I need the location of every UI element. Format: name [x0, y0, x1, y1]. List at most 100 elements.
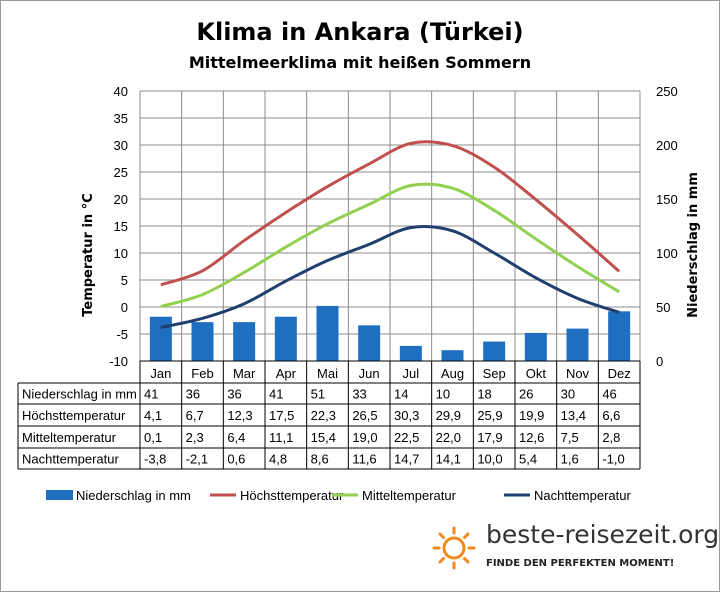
month-label: Mai	[317, 366, 338, 381]
site-logo: beste-reisezeit.org FINDE DEN PERFEKTEN …	[428, 520, 720, 580]
table-cell: 22,3	[311, 408, 336, 423]
y-tick-label: 40	[114, 84, 128, 99]
precip-bar	[441, 350, 464, 361]
row-label: Mitteltemperatur	[22, 430, 117, 445]
table-cell: 26	[519, 387, 533, 402]
table-cell: 1,6	[561, 452, 579, 467]
table-cell: 5,4	[519, 452, 537, 467]
table-cell: 22,5	[394, 430, 419, 445]
y-tick-label: 30	[114, 138, 128, 153]
table-cell: 2,3	[186, 430, 204, 445]
logo-tagline: FINDE DEN PERFEKTEN MOMENT!	[486, 558, 675, 569]
y-tick-label: 10	[114, 246, 128, 261]
table-cell: 8,6	[311, 452, 329, 467]
table-cell: 0,1	[144, 430, 162, 445]
table-cell: 15,4	[311, 430, 336, 445]
table-cell: 10,0	[477, 452, 502, 467]
table-cell: 25,9	[477, 408, 502, 423]
legend-label: Niederschlag in mm	[76, 488, 191, 503]
table-cell: 4,8	[269, 452, 287, 467]
table-cell: -1,0	[602, 452, 624, 467]
legend-label: Mitteltemperatur	[362, 488, 457, 503]
month-label: Nov	[566, 366, 590, 381]
table-cell: 6,4	[227, 430, 245, 445]
precip-bar	[399, 345, 422, 361]
y2-tick-label: 200	[656, 138, 678, 153]
table-cell: 22,0	[436, 430, 461, 445]
y2-tick-label: 100	[656, 246, 678, 261]
table-cell: 11,1	[269, 430, 293, 445]
y-tick-label: 15	[114, 219, 128, 234]
right-axis-label: Niederschlag in mm	[686, 172, 701, 318]
y-tick-label: 20	[114, 192, 128, 207]
sun-icon	[432, 526, 476, 570]
grid	[139, 90, 641, 362]
table-cell: 29,9	[436, 408, 461, 423]
precip-bar	[483, 341, 506, 361]
table-cell: -3,8	[144, 452, 166, 467]
y-tick-label: 25	[114, 165, 128, 180]
data-table: Jan Feb Mar Apr Mai Jun Jul Aug Sep Okt Nov Dez Nied…	[17, 360, 641, 470]
y-tick-label: 0	[121, 300, 128, 315]
y2-tick-label: 0	[656, 354, 663, 369]
precip-bar	[191, 322, 214, 361]
row-label: Nachttemperatur	[22, 452, 119, 467]
precip-bar	[524, 332, 547, 361]
temperature-lines	[160, 140, 621, 329]
table-cell: 0,6	[227, 452, 245, 467]
legend-label: Nachttemperatur	[534, 488, 631, 503]
month-label: Dez	[608, 366, 631, 381]
chart-title: Klima in Ankara (Türkei)	[196, 18, 524, 46]
table-cell: 10	[436, 387, 450, 402]
month-label: Sep	[483, 366, 506, 381]
table-cell: 33	[352, 387, 366, 402]
month-label: Jul	[403, 366, 420, 381]
table-cell: 12,6	[519, 430, 544, 445]
table-cell: 7,5	[561, 430, 579, 445]
y2-tick-label: 250	[656, 84, 678, 99]
temp-line-1	[160, 182, 620, 308]
precip-bars	[149, 305, 631, 361]
table-cell: 51	[311, 387, 325, 402]
month-label: Mar	[233, 366, 256, 381]
table-cell: 19,0	[352, 430, 377, 445]
precip-bar	[316, 305, 339, 361]
precip-bar	[274, 316, 297, 361]
table-cell: 6,6	[602, 408, 620, 423]
table-cell: 30	[561, 387, 575, 402]
table-cell: 6,7	[186, 408, 204, 423]
table-cell: 11,6	[352, 452, 376, 467]
left-axis-label: Temperatur in °C	[81, 193, 96, 317]
precip-bar	[233, 322, 256, 361]
precip-bar	[149, 316, 172, 361]
row-label: Niederschlag in mm	[22, 387, 137, 402]
table-cell: 19,9	[519, 408, 544, 423]
y-tick-label: -10	[109, 354, 128, 369]
y-tick-label: -5	[116, 327, 128, 342]
table-cell: 17,9	[477, 430, 502, 445]
table-cell: 14	[394, 387, 408, 402]
precip-bar	[608, 311, 631, 361]
row-label: Höchsttemperatur	[22, 408, 126, 423]
table-cell: 30,3	[394, 408, 419, 423]
table-cell: 41	[269, 387, 283, 402]
table-cell: 13,4	[561, 408, 586, 423]
table-cell: 14,7	[394, 452, 419, 467]
legend: Niederschlag in mm Höchsttemperatur Mittel…	[46, 488, 631, 503]
month-label: Apr	[276, 366, 297, 381]
month-label: Aug	[441, 366, 464, 381]
table-cell: -2,1	[186, 452, 208, 467]
temp-line-2	[160, 225, 620, 329]
logo-name: beste-reisezeit.org	[486, 520, 720, 549]
table-cell: 18	[477, 387, 491, 402]
month-label: Okt	[526, 366, 547, 381]
y-tick-label: 5	[121, 273, 128, 288]
table-cell: 26,5	[352, 408, 377, 423]
chart-subtitle: Mittelmeerklima mit heißen Sommern	[188, 53, 532, 72]
precip-bar	[566, 328, 589, 361]
table-cell: 41	[144, 387, 158, 402]
right-axis-ticks: 250 200 150 100 50 0	[656, 84, 678, 369]
table-cell: 36	[186, 387, 200, 402]
